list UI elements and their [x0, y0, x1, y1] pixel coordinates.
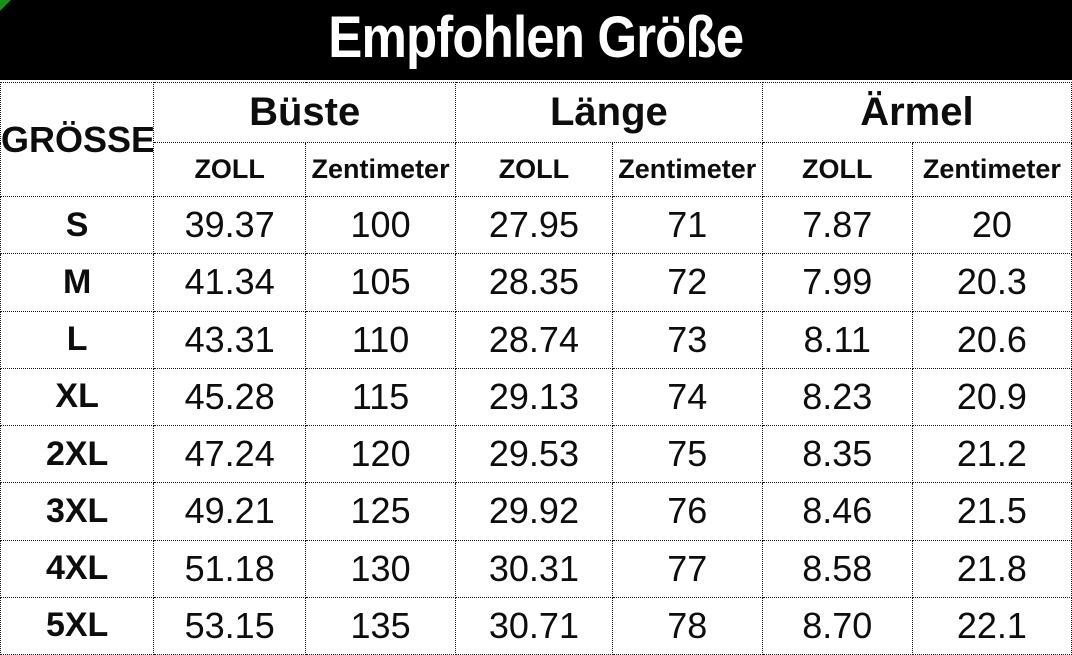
value-cell: 21.5 — [911, 482, 1072, 541]
group-header-row: GRÖSSE Büste Länge Ärmel — [0, 82, 1072, 197]
value-cell: 135 — [305, 596, 457, 655]
value-cell: 51.18 — [153, 539, 307, 598]
size-chart-table: GRÖSSE Büste Länge Ärmel ZOLL Zentimeter… — [0, 82, 1072, 655]
value-cell: 72 — [611, 253, 763, 312]
unit-header-aermel-zentimeter: Zentimeter — [911, 142, 1072, 197]
value-cell: 76 — [611, 482, 763, 541]
value-cell: 28.35 — [455, 253, 613, 312]
value-cell: 20.9 — [911, 367, 1072, 427]
value-cell: 105 — [305, 253, 457, 312]
size-cell: S — [0, 195, 155, 255]
table-header: GRÖSSE Büste Länge Ärmel ZOLL Zentimeter… — [0, 82, 1072, 197]
value-cell: 20 — [911, 195, 1072, 255]
table-row-2xl: 2XL 47.24 120 29.53 75 8.35 21.2 — [0, 424, 1072, 484]
table-row-xl: XL 45.28 115 29.13 74 8.23 20.9 — [0, 367, 1072, 427]
value-cell: 130 — [305, 539, 457, 598]
value-cell: 45.28 — [153, 367, 307, 427]
unit-header-bueste-zoll: ZOLL — [153, 142, 307, 197]
spreadsheet-corner-marker — [0, 0, 11, 11]
size-cell: L — [0, 310, 155, 369]
size-cell: 4XL — [0, 539, 155, 598]
table-row-l: L 43.31 110 28.74 73 8.11 20.6 — [0, 310, 1072, 369]
value-cell: 73 — [611, 310, 763, 369]
value-cell: 41.34 — [153, 253, 307, 312]
group-header-bueste: Büste — [153, 82, 457, 143]
value-cell: 27.95 — [455, 195, 613, 255]
value-cell: 7.99 — [761, 253, 913, 312]
value-cell: 20.6 — [911, 310, 1072, 369]
size-cell: 3XL — [0, 482, 155, 541]
value-cell: 21.8 — [911, 539, 1072, 598]
group-header-aermel: Ärmel — [761, 82, 1072, 143]
value-cell: 29.92 — [455, 482, 613, 541]
value-cell: 8.23 — [761, 367, 913, 427]
value-cell: 100 — [305, 195, 457, 255]
table-body: S 39.37 100 27.95 71 7.87 20 M 41.34 105… — [0, 195, 1072, 655]
unit-header-laenge-zoll: ZOLL — [455, 142, 613, 197]
value-cell: 71 — [611, 195, 763, 255]
value-cell: 29.53 — [455, 424, 613, 484]
page-title: Empfohlen Größe — [328, 5, 744, 70]
value-cell: 30.71 — [455, 596, 613, 655]
table-row-4xl: 4XL 51.18 130 30.31 77 8.58 21.8 — [0, 539, 1072, 598]
unit-header-laenge-zentimeter: Zentimeter — [611, 142, 763, 197]
value-cell: 120 — [305, 424, 457, 484]
value-cell: 53.15 — [153, 596, 307, 655]
value-cell: 125 — [305, 482, 457, 541]
value-cell: 39.37 — [153, 195, 307, 255]
value-cell: 28.74 — [455, 310, 613, 369]
value-cell: 77 — [611, 539, 763, 598]
value-cell: 75 — [611, 424, 763, 484]
value-cell: 8.58 — [761, 539, 913, 598]
unit-header-bueste-zentimeter: Zentimeter — [305, 142, 457, 197]
value-cell: 8.70 — [761, 596, 913, 655]
value-cell: 22.1 — [911, 596, 1072, 655]
table-row-m: M 41.34 105 28.35 72 7.99 20.3 — [0, 253, 1072, 312]
table-row-5xl: 5XL 53.15 135 30.71 78 8.70 22.1 — [0, 596, 1072, 655]
unit-header-row: ZOLL Zentimeter ZOLL Zentimeter ZOLL Zen… — [1, 142, 1072, 197]
unit-header-aermel-zoll: ZOLL — [761, 142, 913, 197]
value-cell: 74 — [611, 367, 763, 427]
value-cell: 43.31 — [153, 310, 307, 369]
size-cell: XL — [0, 367, 155, 427]
value-cell: 8.46 — [761, 482, 913, 541]
value-cell: 7.87 — [761, 195, 913, 255]
value-cell: 20.3 — [911, 253, 1072, 312]
group-header-laenge: Länge — [455, 82, 763, 143]
table-row-s: S 39.37 100 27.95 71 7.87 20 — [0, 195, 1072, 255]
value-cell: 49.21 — [153, 482, 307, 541]
size-cell: 2XL — [0, 424, 155, 484]
value-cell: 47.24 — [153, 424, 307, 484]
value-cell: 29.13 — [455, 367, 613, 427]
value-cell: 115 — [305, 367, 457, 427]
size-cell: 5XL — [0, 596, 155, 655]
table-row-3xl: 3XL 49.21 125 29.92 76 8.46 21.5 — [0, 482, 1072, 541]
value-cell: 8.11 — [761, 310, 913, 369]
value-cell: 21.2 — [911, 424, 1072, 484]
value-cell: 110 — [305, 310, 457, 369]
size-column-header: GRÖSSE — [0, 82, 155, 197]
size-cell: M — [0, 253, 155, 312]
value-cell: 78 — [611, 596, 763, 655]
value-cell: 30.31 — [455, 539, 613, 598]
value-cell: 8.35 — [761, 424, 913, 484]
title-bar: Empfohlen Größe — [0, 0, 1072, 80]
